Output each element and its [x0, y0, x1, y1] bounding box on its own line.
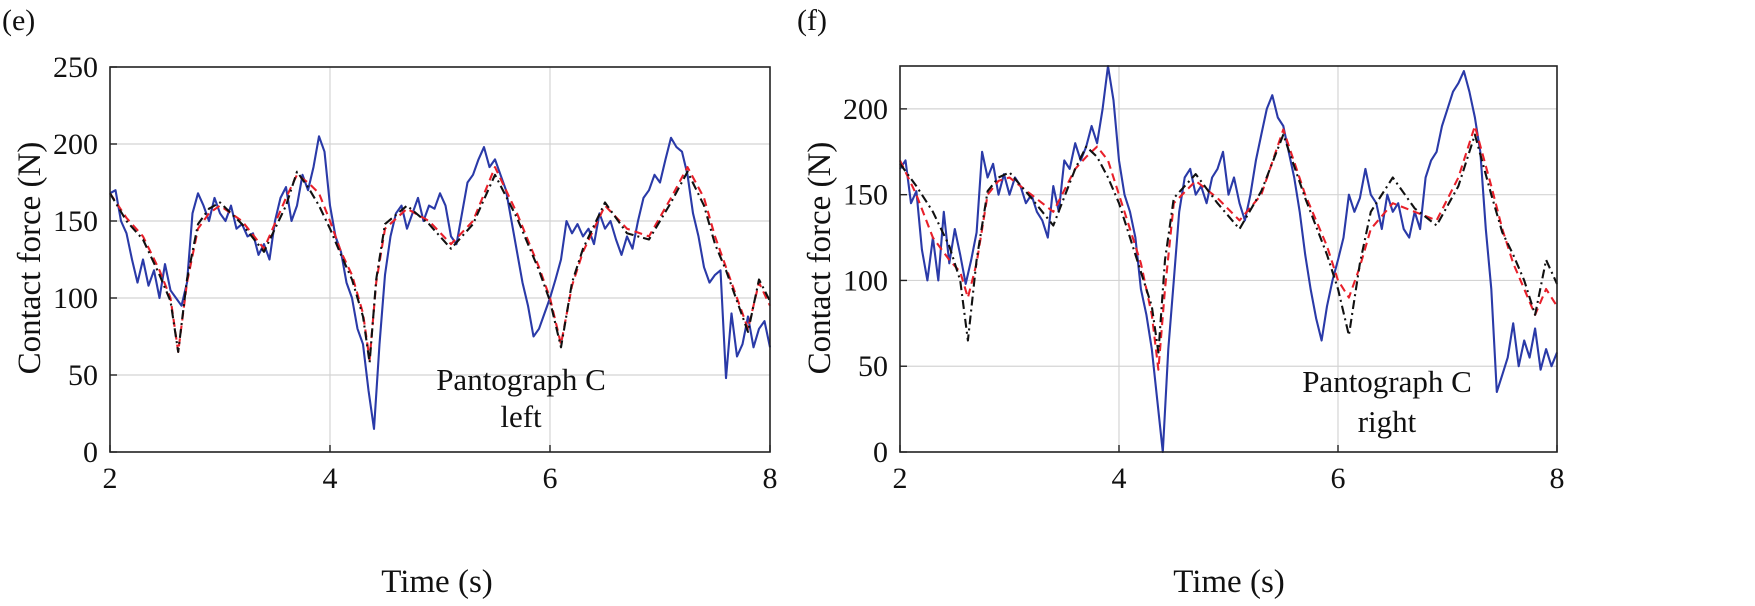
y-tick-label: 200: [843, 93, 888, 126]
x-tick-label: 4: [1112, 462, 1127, 495]
x-axis-label: Time (s): [381, 564, 493, 600]
grid-lines: [110, 67, 770, 452]
y-tick-label: 100: [53, 282, 98, 315]
panel-label: (f): [797, 4, 827, 37]
y-tick-label: 200: [53, 128, 98, 161]
x-tick-label: 4: [323, 462, 338, 495]
plot-frame: [109, 66, 771, 453]
y-tick-label: 0: [83, 436, 98, 469]
y-tick-label: 50: [68, 359, 98, 392]
plot-frame: [899, 65, 1558, 453]
series-line-solid: [899, 64, 1558, 454]
ticks: 2 4 6 8 0 50 100 150 200: [843, 93, 1565, 495]
annotation-line-2: left: [500, 399, 542, 434]
x-tick-label: 2: [893, 462, 908, 495]
chart-panel-e: (e) 2 4 6 8 0 50 100 150 200 250 Time (s) Contact…: [2, 4, 778, 600]
panel-label: (e): [2, 4, 35, 37]
y-tick-label: 0: [873, 436, 888, 469]
series-line-dashed: [899, 124, 1558, 371]
series-line-dashdot: [109, 170, 771, 364]
y-tick-label: 150: [843, 179, 888, 212]
y-axis-label: Contact force (N): [12, 142, 48, 375]
annotation-line-1: Pantograph C: [436, 362, 606, 397]
y-tick-label: 50: [858, 350, 888, 383]
y-axis-label: Contact force (N): [802, 142, 838, 375]
x-tick-label: 6: [1331, 462, 1346, 495]
series-line-dashdot: [899, 133, 1558, 354]
y-tick-label: 100: [843, 264, 888, 297]
y-tick-label: 250: [53, 51, 98, 84]
series-line-solid: [109, 135, 772, 430]
y-tick-label: 150: [53, 205, 98, 238]
x-tick-label: 8: [763, 462, 778, 495]
x-axis-label: Time (s): [1173, 564, 1285, 600]
annotation-line-1: Pantograph C: [1302, 364, 1472, 399]
x-tick-label: 2: [103, 462, 118, 495]
ticks: 2 4 6 8 0 50 100 150 200 250: [53, 51, 778, 495]
chart-panel-f: (f) 2 4 6 8 0 50 100 150 200 Time (s) Contact fo…: [797, 4, 1565, 600]
series-group: [899, 64, 1558, 454]
annotation-line-2: right: [1358, 404, 1417, 439]
x-tick-label: 6: [543, 462, 558, 495]
series-group: [109, 135, 772, 430]
x-tick-label: 8: [1550, 462, 1565, 495]
